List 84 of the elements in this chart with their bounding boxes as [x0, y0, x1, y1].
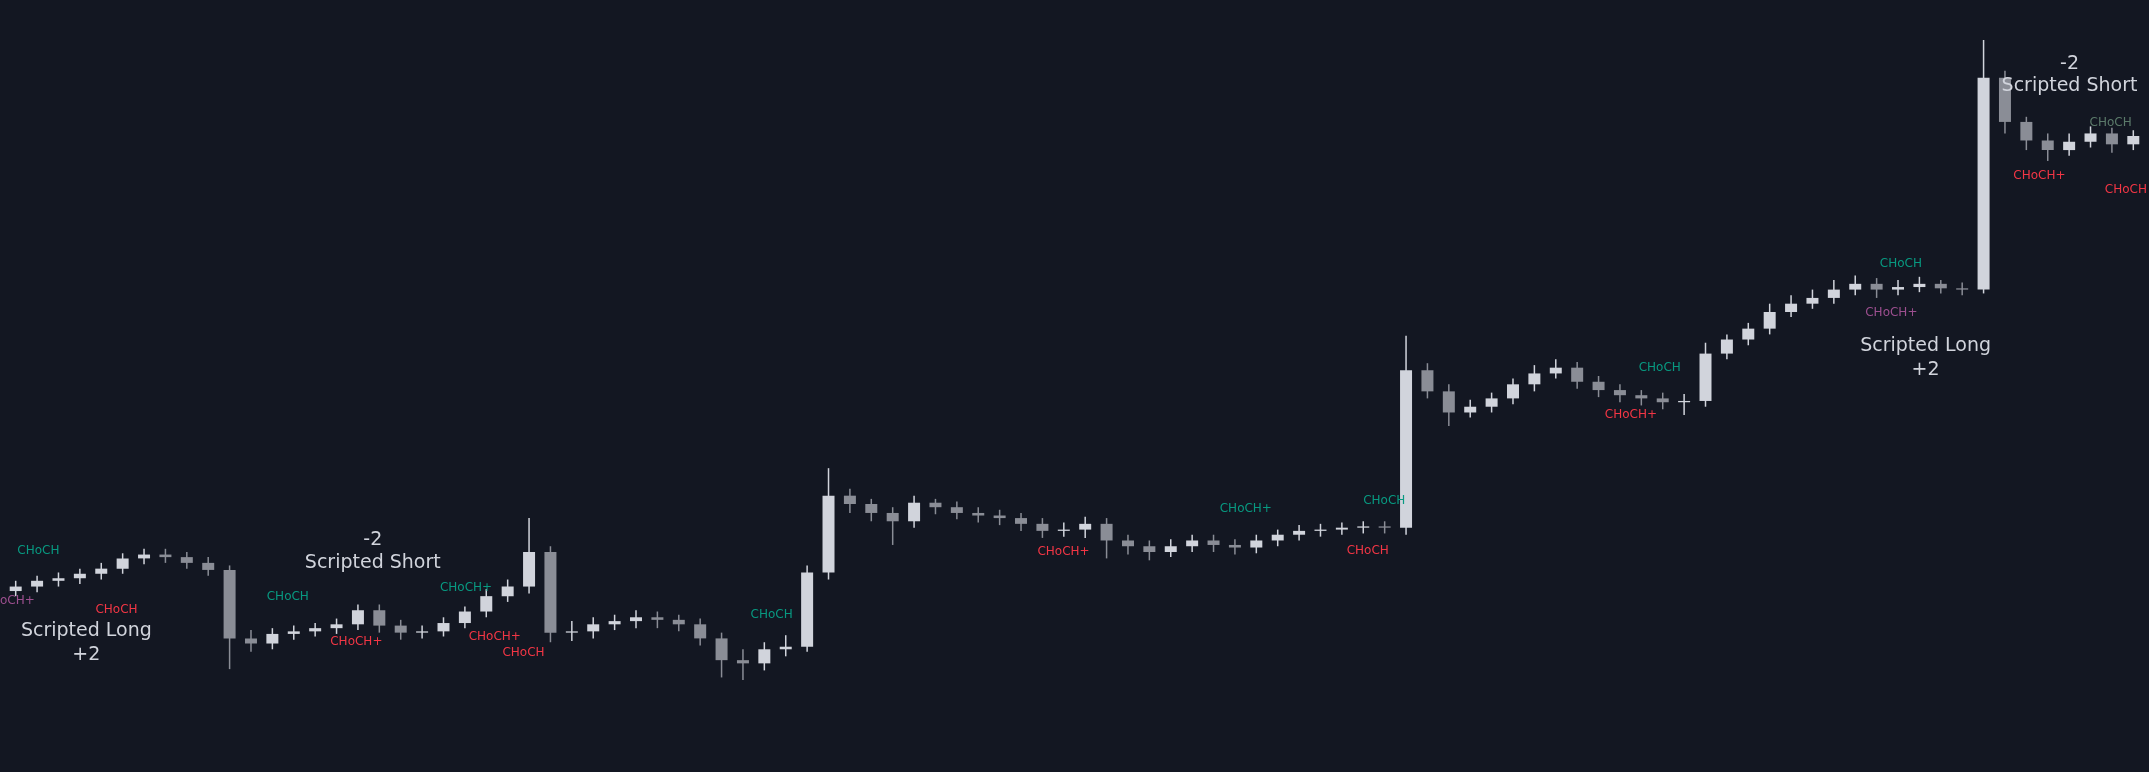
candlestick	[908, 494, 921, 529]
candlestick	[1870, 277, 1883, 299]
annotation: -2	[2060, 51, 2079, 74]
candlestick	[2063, 132, 2076, 157]
candlestick	[587, 616, 600, 640]
candlestick	[715, 631, 728, 679]
candlestick	[2041, 132, 2054, 162]
candlestick	[244, 629, 257, 653]
candlestick	[2105, 126, 2118, 154]
candlestick	[266, 627, 279, 651]
annotation: CHoCH+	[330, 634, 383, 649]
annotation: CHoCH+	[1604, 406, 1658, 421]
candlestick	[373, 603, 386, 634]
candlestick	[565, 620, 578, 642]
annotation: +2	[1911, 356, 1940, 379]
candlestick	[2127, 129, 2140, 151]
candlestick	[1849, 274, 1862, 297]
annotation: CHoCH+	[439, 579, 493, 594]
annotation: oCH+	[0, 593, 35, 608]
candlestick	[694, 617, 707, 647]
candlestick	[287, 624, 300, 641]
candlestick	[458, 605, 471, 629]
candlestick	[1228, 538, 1241, 556]
annotation: CHoCH	[1879, 256, 1923, 271]
candlestick	[1892, 279, 1905, 297]
annotation: CHoCH	[266, 589, 309, 604]
annotation: CHoCH+	[2013, 168, 2066, 183]
annotation: CHoCH	[95, 601, 138, 616]
annotation: CHoCH	[2104, 182, 2147, 197]
candlestick	[116, 552, 129, 575]
annotation: Scripted Long	[20, 618, 152, 641]
candlestick	[1763, 302, 1776, 336]
candlestick	[630, 609, 643, 629]
candlestick	[972, 506, 985, 524]
candlestick	[865, 498, 878, 523]
candlestick	[1036, 517, 1049, 539]
candlestick	[1806, 288, 1819, 310]
candlestick	[2020, 116, 2033, 151]
candlestick	[1485, 391, 1498, 414]
candlestick	[736, 648, 749, 681]
candlestick	[351, 603, 364, 631]
candlestick	[1720, 333, 1733, 361]
candlestick	[1742, 322, 1755, 347]
candlestick	[1528, 364, 1541, 393]
candlestick	[1421, 362, 1434, 400]
annotation: CHoCH	[502, 645, 545, 660]
candlestick	[1100, 517, 1113, 560]
candlestick	[2084, 125, 2097, 149]
candlestick	[1613, 383, 1626, 403]
candlestick	[843, 487, 856, 514]
candlestick	[1785, 294, 1798, 318]
candlestick	[309, 622, 322, 638]
annotation: CHoCH	[750, 607, 793, 621]
candlestick	[758, 641, 771, 672]
annotation: CHoCH	[2089, 114, 2132, 129]
candlestick	[1121, 533, 1134, 556]
annotation: CHoCH+	[1865, 305, 1918, 320]
candlestick	[394, 619, 407, 641]
annotation: Scripted Short	[304, 549, 441, 572]
candlestick	[1571, 361, 1584, 390]
candlestick	[437, 616, 450, 638]
candlestick	[1143, 539, 1156, 562]
candlestick	[1293, 524, 1306, 542]
candlestick	[1592, 375, 1605, 398]
annotation: CHoCH	[1638, 360, 1681, 375]
candlestick	[1827, 279, 1840, 305]
candlestick	[1250, 533, 1263, 555]
candlestick	[416, 624, 429, 640]
annotation: CHoCH+	[1219, 501, 1272, 516]
annotation: CHoCH+	[1037, 543, 1090, 558]
annotation: Scripted Long	[1860, 333, 1992, 356]
candlestick	[1507, 377, 1519, 405]
candlestick	[501, 578, 514, 603]
candlestick	[1079, 516, 1092, 539]
annotation: CHoCH+	[468, 628, 521, 643]
candlestick	[886, 506, 899, 546]
candlestick	[1335, 521, 1348, 536]
candlestick	[1956, 281, 1969, 297]
candlestick	[202, 556, 215, 577]
annotation: CHoCH	[1346, 542, 1389, 557]
annotation: -2	[363, 526, 383, 549]
annotation: CHoCH	[17, 542, 60, 557]
candlestick	[1442, 383, 1455, 427]
annotation: +2	[72, 641, 101, 664]
